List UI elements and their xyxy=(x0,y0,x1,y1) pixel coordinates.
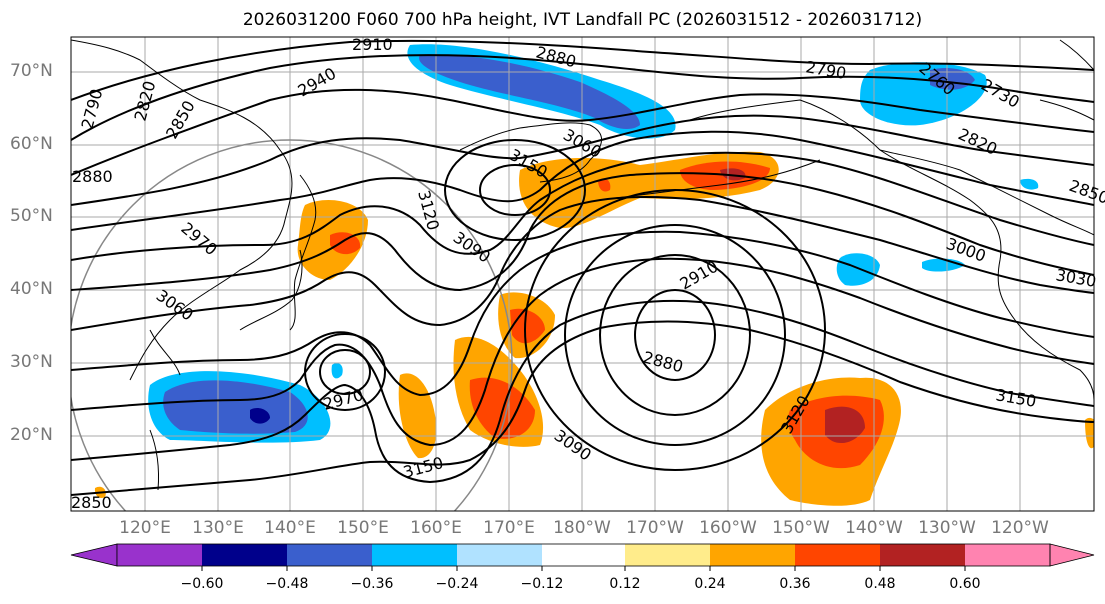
colorbar-tick-label: 0.12 xyxy=(609,576,641,592)
height-contours xyxy=(71,39,1094,496)
lon-label: 120°W xyxy=(991,518,1049,538)
colorbar-segment xyxy=(795,544,880,566)
colorbar-segment xyxy=(965,544,1050,566)
colorbar-segment xyxy=(372,544,457,566)
colorbar-tick-label: −0.60 xyxy=(180,576,224,592)
lon-label: 170°W xyxy=(626,518,684,538)
contour-label: 2880 xyxy=(72,167,113,186)
colorbar-tick-label: 0.48 xyxy=(864,576,896,592)
lat-label: 70°N xyxy=(10,61,53,81)
colorbar-extend-max xyxy=(1049,543,1095,567)
lat-label: 20°N xyxy=(10,425,53,445)
lat-label: 50°N xyxy=(10,206,53,226)
lon-label: 160°W xyxy=(699,518,757,538)
colorbar xyxy=(70,543,1095,571)
colorbar-tick-label: −0.36 xyxy=(350,576,394,592)
lon-label: 130°W xyxy=(918,518,976,538)
colorbar-segment xyxy=(287,544,372,566)
colorbar-segment xyxy=(457,544,542,566)
colorbar-extend-min xyxy=(70,543,118,567)
lon-label: 140°W xyxy=(845,518,903,538)
lat-label: 40°N xyxy=(10,279,53,299)
colorbar-tick-label: −0.12 xyxy=(520,576,564,592)
lon-label: 180°W xyxy=(553,518,611,538)
colorbar-tick-label: 0.60 xyxy=(949,576,981,592)
colorbar-tick-label: −0.24 xyxy=(435,576,479,592)
colorbar-segment xyxy=(880,544,965,566)
contour-label: 2910 xyxy=(352,35,393,54)
colorbar-segment xyxy=(202,544,287,566)
colorbar-segment xyxy=(710,544,795,566)
colorbar-tick-label: 0.36 xyxy=(779,576,811,592)
colorbar-tick-label: 0.24 xyxy=(694,576,726,592)
lon-label: 150°W xyxy=(772,518,830,538)
lon-label: 150°E xyxy=(337,518,389,538)
contour-label: 2850 xyxy=(71,493,112,512)
lon-label: 120°E xyxy=(119,518,171,538)
colorbar-segment xyxy=(542,544,625,566)
ivt-shading xyxy=(94,44,1094,506)
lon-label: 140°E xyxy=(264,518,316,538)
colorbar-segment xyxy=(625,544,710,566)
lat-label: 30°N xyxy=(10,352,53,372)
colorbar-tick-label: −0.48 xyxy=(265,576,309,592)
lon-label: 170°E xyxy=(483,518,535,538)
landfall-radius-circle xyxy=(71,139,513,511)
map-title: 2026031200 F060 700 hPa height, IVT Land… xyxy=(242,10,923,30)
lon-label: 160°E xyxy=(410,518,462,538)
colorbar-segment xyxy=(117,544,202,566)
lon-label: 130°E xyxy=(192,518,244,538)
lat-label: 60°N xyxy=(10,134,53,154)
map-frame xyxy=(70,36,1095,512)
blue-region-ne-pacific xyxy=(836,253,880,286)
